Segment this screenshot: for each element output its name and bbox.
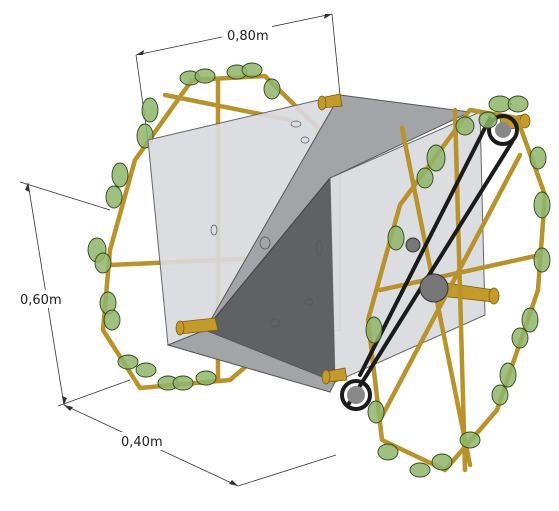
housing — [147, 94, 486, 393]
front-wheel-bottles — [365, 95, 551, 478]
dimension-depth: 0,40m — [63, 404, 337, 487]
dimension-width: 0,80m — [135, 13, 341, 141]
depth-dimension-label: 0,40m — [121, 435, 163, 450]
width-dimension-label: 0,80m — [227, 29, 269, 44]
dimension-height: 0,60m — [18, 181, 131, 407]
rear-wheel-bottles — [87, 62, 281, 391]
height-dimension-label: 0,60m — [20, 293, 62, 308]
